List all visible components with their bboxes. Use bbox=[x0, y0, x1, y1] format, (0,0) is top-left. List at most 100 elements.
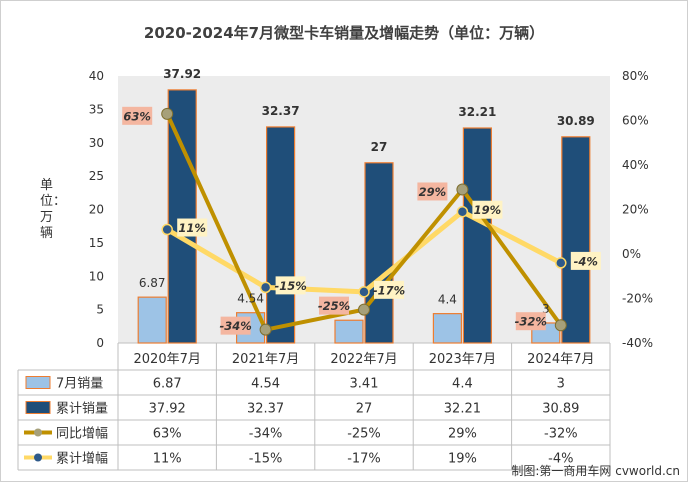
bar-monthly-sales bbox=[334, 319, 364, 344]
table-cell: -32% bbox=[544, 427, 578, 442]
bar-cumulative-sales bbox=[561, 136, 591, 344]
data-label-cumulative: 27 bbox=[371, 140, 388, 154]
bar-monthly-sales bbox=[432, 313, 462, 344]
marker-cumulative-growth bbox=[161, 223, 173, 236]
marker-cumulative-growth bbox=[555, 257, 567, 269]
table-cell: 27 bbox=[356, 402, 373, 417]
category-label: 2022年7月 bbox=[330, 352, 397, 367]
plot-area bbox=[118, 76, 610, 343]
legend-key-bar bbox=[25, 376, 51, 389]
bar-cumulative-sales bbox=[364, 162, 394, 344]
data-label-cumulative-growth-box bbox=[472, 200, 503, 219]
y-tick-label: 10 bbox=[89, 269, 104, 283]
marker-cumulative-growth bbox=[456, 205, 469, 218]
legend-label: 同比增幅 bbox=[56, 427, 108, 442]
data-label-yoy-box bbox=[220, 316, 251, 335]
data-label-cumulative-growth-box bbox=[374, 280, 404, 299]
table-cell: 32.37 bbox=[247, 402, 284, 417]
category-label: 2023年7月 bbox=[429, 352, 496, 367]
bar-cumulative-sales bbox=[462, 127, 492, 344]
y2-tick-label: -20% bbox=[622, 292, 653, 306]
table-cell: 37.92 bbox=[149, 402, 186, 417]
table-cell: -17% bbox=[347, 452, 381, 467]
category-label: 2024年7月 bbox=[527, 352, 594, 367]
data-label-yoy: 63% bbox=[123, 109, 151, 123]
y-tick-label: 35 bbox=[89, 102, 104, 116]
data-label-cumulative: 37.92 bbox=[163, 67, 201, 81]
table-cell: 63% bbox=[153, 427, 182, 442]
y2-tick-label: 60% bbox=[622, 114, 649, 128]
marker-yoy-growth bbox=[456, 183, 469, 196]
marker-yoy-growth bbox=[358, 303, 370, 316]
y2-tick-label: 40% bbox=[622, 158, 649, 172]
bar-monthly-sales bbox=[137, 296, 167, 344]
table-cell: 4.54 bbox=[251, 377, 280, 392]
table-cell: 11% bbox=[153, 452, 182, 467]
data-label-cumulative-growth: -4% bbox=[574, 254, 598, 268]
data-label-cumulative: 32.37 bbox=[262, 104, 300, 118]
data-label-cumulative-growth: -17% bbox=[373, 283, 405, 297]
data-label-cumulative-growth-box bbox=[275, 276, 306, 295]
legend-label: 累计销量 bbox=[56, 402, 108, 417]
data-label-cumulative: 32.21 bbox=[458, 105, 496, 119]
y2-tick-label: -40% bbox=[622, 336, 653, 350]
table-cell: 29% bbox=[448, 427, 477, 442]
legend-key-marker bbox=[34, 453, 42, 462]
table-cell: 4.4 bbox=[452, 377, 473, 392]
category-label: 2021年7月 bbox=[232, 352, 299, 367]
y2-tick-label: 80% bbox=[622, 69, 649, 83]
y-tick-label: 20 bbox=[89, 203, 104, 217]
chart-title: 2020-2024年7月微型卡车销量及增幅走势（单位：万辆） bbox=[143, 24, 545, 42]
y-axis-title: 单位：万辆 bbox=[40, 178, 67, 241]
table-cell: -25% bbox=[347, 427, 381, 442]
data-label-yoy-box bbox=[417, 182, 448, 201]
line-cumulative-growth bbox=[165, 209, 562, 295]
category-label: 2020年7月 bbox=[134, 352, 201, 367]
table-cell: 32.21 bbox=[444, 402, 481, 417]
data-label-cumulative: 30.89 bbox=[557, 114, 595, 128]
table-cell: 3 bbox=[557, 377, 565, 392]
y-tick-label: 15 bbox=[89, 236, 104, 250]
marker-yoy-growth bbox=[161, 107, 174, 120]
y-tick-label: 0 bbox=[96, 336, 104, 350]
table-cell: 6.87 bbox=[153, 377, 182, 392]
data-label-monthly: 4.54 bbox=[237, 292, 264, 306]
data-label-cumulative-growth: 11% bbox=[178, 221, 206, 235]
credit-text: 制图:第一商用车网 cvworld.cn bbox=[511, 464, 680, 478]
marker-yoy-growth bbox=[259, 323, 272, 336]
data-label-monthly: 6.87 bbox=[139, 276, 166, 290]
data-label-yoy: -32% bbox=[515, 315, 547, 329]
data-label-monthly: 4.4 bbox=[438, 293, 457, 307]
data-label-yoy: -25% bbox=[318, 299, 350, 313]
y2-tick-label: 0% bbox=[622, 247, 641, 261]
table-cell: 30.89 bbox=[542, 402, 579, 417]
table-cell: 19% bbox=[448, 452, 477, 467]
y2-tick-label: 20% bbox=[622, 203, 649, 217]
legend-key-marker bbox=[34, 428, 42, 437]
marker-yoy-growth bbox=[554, 319, 567, 332]
legend-label: 7月销量 bbox=[56, 377, 103, 392]
bar-cumulative-sales bbox=[167, 89, 197, 344]
y-tick-label: 40 bbox=[89, 69, 104, 83]
bar-cumulative-sales bbox=[266, 126, 296, 344]
legend-label: 累计增幅 bbox=[56, 452, 108, 467]
table-cell: -34% bbox=[249, 427, 283, 442]
data-label-cumulative-growth-box bbox=[177, 218, 208, 237]
y-tick-label: 5 bbox=[96, 303, 104, 317]
table-cell: 3.41 bbox=[350, 377, 379, 392]
table-cell: -15% bbox=[249, 452, 283, 467]
marker-cumulative-growth bbox=[259, 281, 272, 294]
legend-key-bar bbox=[25, 401, 51, 414]
data-label-yoy-box bbox=[515, 312, 546, 331]
data-label-cumulative-growth-box bbox=[570, 251, 601, 270]
table-cell: -4% bbox=[548, 452, 573, 467]
data-label-yoy-box bbox=[319, 296, 349, 315]
data-label-monthly: 3 bbox=[542, 302, 550, 316]
y-tick-label: 30 bbox=[89, 136, 104, 150]
y-tick-label: 25 bbox=[89, 169, 104, 183]
marker-cumulative-growth bbox=[358, 286, 370, 298]
data-label-cumulative-growth: 19% bbox=[474, 203, 502, 217]
data-label-cumulative-growth: -15% bbox=[274, 279, 306, 293]
data-label-yoy-box bbox=[122, 106, 153, 125]
data-label-yoy: 29% bbox=[419, 185, 447, 199]
